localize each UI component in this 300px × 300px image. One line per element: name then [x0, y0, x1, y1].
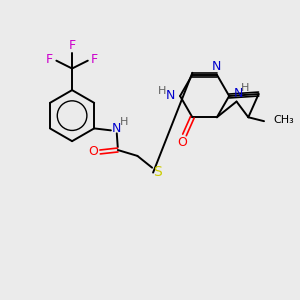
- Text: N: N: [166, 89, 175, 103]
- Text: S: S: [153, 165, 161, 178]
- Text: O: O: [88, 146, 98, 158]
- Text: F: F: [46, 53, 53, 66]
- Text: CH₃: CH₃: [274, 115, 295, 125]
- Text: F: F: [91, 53, 98, 66]
- Text: N: N: [234, 87, 243, 100]
- Text: F: F: [68, 39, 76, 52]
- Text: H: H: [119, 116, 128, 127]
- Text: H: H: [158, 86, 166, 96]
- Text: N: N: [112, 122, 122, 135]
- Text: N: N: [212, 60, 222, 74]
- Text: O: O: [178, 136, 188, 149]
- Text: H: H: [241, 83, 250, 93]
